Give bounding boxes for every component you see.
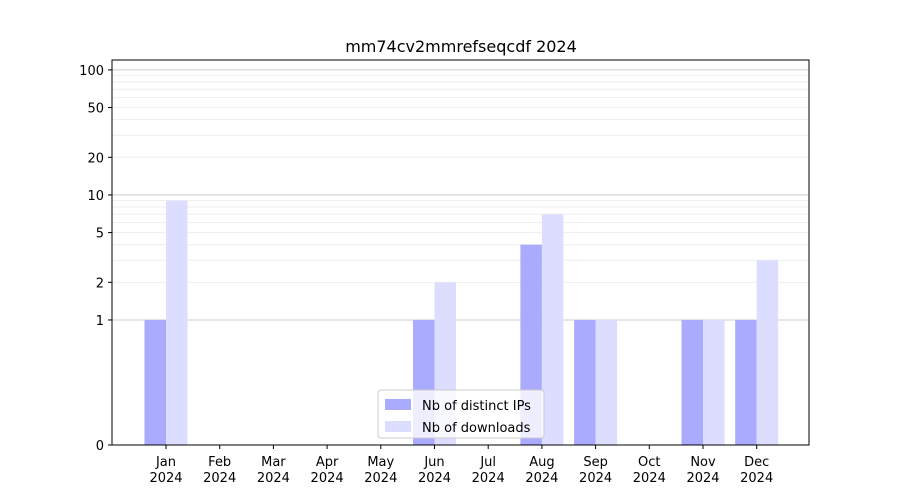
x-tick-label: May 2024 <box>364 455 397 486</box>
plot-frame <box>111 59 810 446</box>
bar-distinct-ips <box>144 319 166 445</box>
x-tick-label: Aug 2024 <box>525 455 558 486</box>
x-tick-label: Feb 2024 <box>203 455 236 486</box>
y-tick-label: 5 <box>96 227 104 242</box>
bar-downloads <box>595 319 618 445</box>
x-axis: Jan 2024 Feb 2024 Mar 2024 Apr 2024 May 2024 Jun 20… <box>149 445 773 486</box>
y-tick-label: 0 <box>96 439 104 454</box>
bar-downloads <box>166 200 188 445</box>
bar-downloads <box>756 260 779 445</box>
legend-label: Nb of downloads <box>422 421 531 436</box>
y-tick-label: 100 <box>79 64 104 79</box>
y-axis: 0 1 2 5 10 20 50 100 <box>79 64 112 454</box>
x-tick-label: Apr 2024 <box>311 455 344 486</box>
legend-box <box>377 389 545 439</box>
x-tick-label: Nov 2024 <box>686 455 719 486</box>
x-tick-label: Dec 2024 <box>740 455 773 486</box>
legend-swatch <box>385 421 411 432</box>
bar-distinct-ips <box>735 319 757 445</box>
x-tick-label: Sep 2024 <box>579 455 612 486</box>
bar-distinct-ips <box>574 319 596 445</box>
y-tick-label: 10 <box>87 189 104 204</box>
y-tick-label: 2 <box>96 276 104 291</box>
y-tick-label: 20 <box>87 151 104 166</box>
x-tick-label: Jul 2024 <box>472 455 505 486</box>
bar-downloads <box>703 319 725 445</box>
legend: Nb of distinct IPs Nb of downloads <box>377 389 545 439</box>
bar-distinct-ips <box>681 319 703 445</box>
x-tick-label: Jun 2024 <box>418 455 451 486</box>
x-tick-label: Mar 2024 <box>257 455 290 486</box>
legend-label: Nb of distinct IPs <box>422 399 531 414</box>
y-tick-label: 50 <box>87 102 104 117</box>
bar-downloads <box>541 214 564 445</box>
y-tick-label: 1 <box>96 314 104 329</box>
x-tick-label: Oct 2024 <box>633 455 666 486</box>
grid-lines <box>112 69 809 321</box>
chart-title: mm74cv2mmrefseqcdf 2024 <box>345 37 577 56</box>
x-tick-label: Jan 2024 <box>149 455 182 486</box>
legend-swatch <box>385 399 411 410</box>
